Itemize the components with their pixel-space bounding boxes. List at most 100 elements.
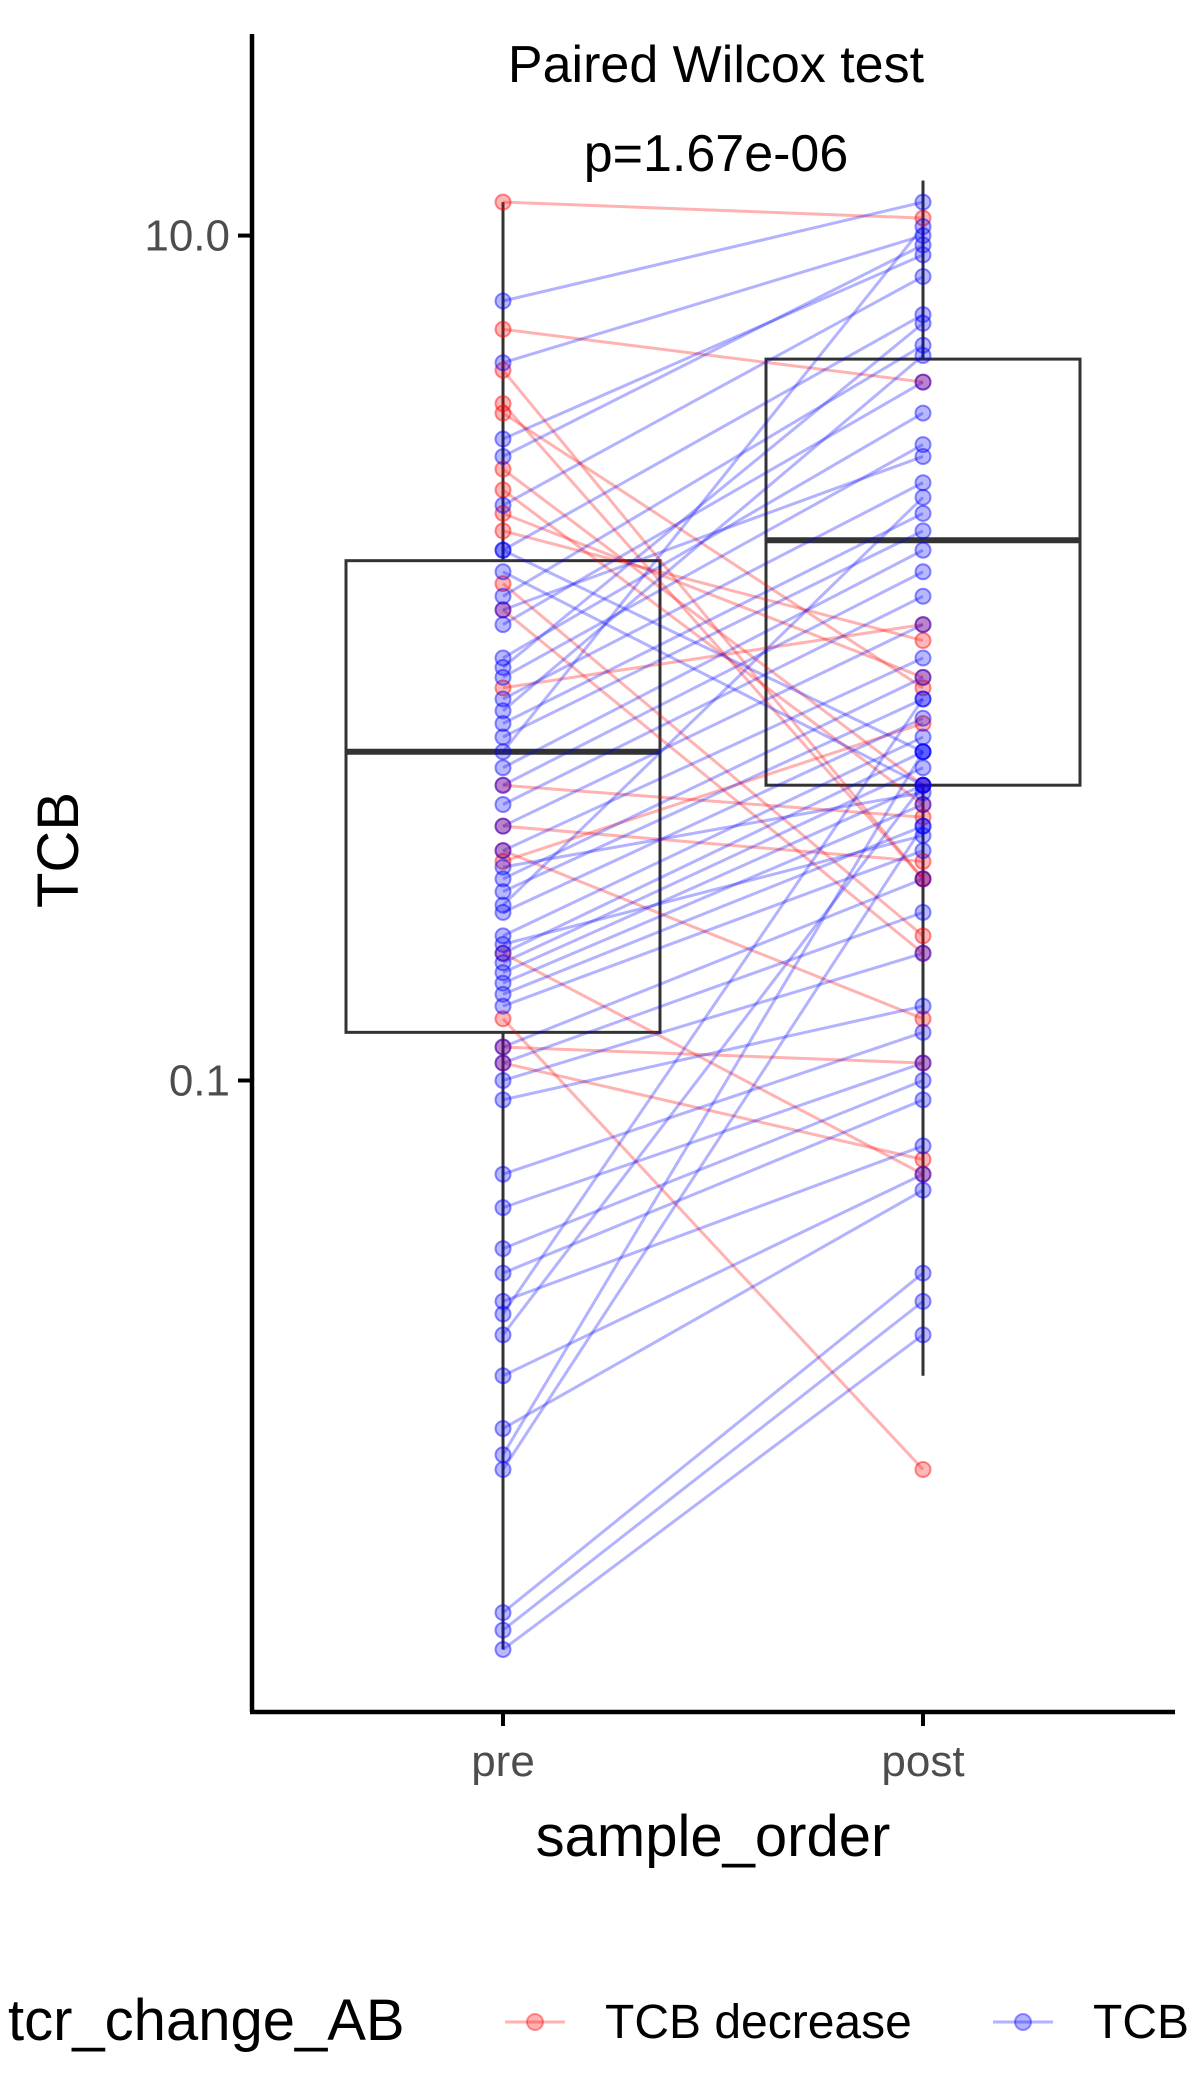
- point-pre-tcb-40: [494, 1640, 512, 1658]
- pair-line-tcb-42: [501, 750, 925, 1456]
- point-post-tcb-11: [914, 522, 932, 540]
- point-pre-tcb-47: [494, 743, 512, 761]
- pair-line-tcb-5: [502, 343, 924, 598]
- point-post-tcb-46: [914, 776, 932, 794]
- point-post-tcb-6: [914, 373, 932, 391]
- point-pre-decrease-10: [494, 481, 512, 499]
- point-pre-tcb-16: [494, 842, 512, 860]
- pair-line-tcb-12: [502, 548, 924, 770]
- point-post-tcb-43: [914, 690, 932, 708]
- point-pre-decrease-7: [494, 575, 512, 593]
- pair-line-tcb-28: [502, 910, 924, 1065]
- pair-line-tcb-54: [502, 243, 924, 458]
- pair-line-tcb-46: [502, 570, 924, 787]
- point-pre-decrease-1: [494, 320, 512, 338]
- point-post-tcb-9: [914, 474, 932, 492]
- point-pre-tcb-13: [494, 776, 512, 794]
- pair-line-tcb-49: [501, 496, 925, 907]
- point-post-tcb-48: [914, 447, 932, 465]
- pair-line-decrease-3: [502, 529, 924, 642]
- box-pre: [344, 559, 662, 1034]
- pair-line-tcb-38: [502, 1271, 924, 1614]
- point-post-tcb-42: [914, 743, 932, 761]
- pair-line-tcb-24: [502, 803, 924, 985]
- pair-line-tcb-0: [502, 200, 924, 303]
- pair-line-decrease-11: [502, 951, 924, 1176]
- pair-line-tcb-43: [501, 698, 925, 1315]
- pair-line-decrease-1: [502, 327, 924, 384]
- point-post-decrease-17: [914, 616, 932, 634]
- paired-lines: [501, 200, 925, 1651]
- point-pre-decrease-4: [494, 776, 512, 794]
- point-pre-tcb-35: [494, 1292, 512, 1310]
- pair-line-tcb-21: [502, 750, 924, 955]
- point-post-tcb-28: [914, 903, 932, 921]
- point-post-decrease-19: [914, 776, 932, 794]
- pair-line-decrease-19: [502, 467, 924, 787]
- legend-item-tcb: TCB: [993, 1996, 1189, 2049]
- point-post-decrease-16: [914, 668, 932, 686]
- x-tick-label-post: post: [881, 1737, 964, 1786]
- point-pre-tcb-30: [494, 1091, 512, 1109]
- pair-line-tcb-41: [501, 784, 925, 1336]
- pair-line-decrease-16: [502, 511, 924, 679]
- point-pre-tcb-49: [494, 896, 512, 914]
- point-pre-tcb-33: [494, 1240, 512, 1258]
- point-post-tcb-44: [914, 817, 932, 835]
- pair-line-tcb-6: [502, 380, 924, 626]
- pair-line-decrease-0: [502, 200, 924, 220]
- pair-line-tcb-27: [502, 877, 924, 1049]
- point-post-decrease-9: [914, 852, 932, 870]
- point-post-tcb-45: [914, 743, 932, 761]
- point-pre-tcb-9: [494, 690, 512, 708]
- y-tick-label-1: 0.1: [169, 1056, 230, 1105]
- pair-line-tcb-2: [502, 253, 924, 441]
- pair-line-tcb-29: [502, 951, 924, 1082]
- point-pre-tcb-44: [494, 1460, 512, 1478]
- pair-line-tcb-45: [502, 548, 924, 754]
- point-post-tcb-33: [914, 1071, 932, 1089]
- pair-line-tcb-8: [502, 443, 924, 679]
- point-post-tcb-31: [914, 1023, 932, 1041]
- point-pre-decrease-9: [494, 817, 512, 835]
- pair-line-tcb-35: [502, 1144, 924, 1303]
- pair-line-tcb-16: [502, 656, 924, 853]
- point-pre-tcb-12: [494, 759, 512, 777]
- pair-line-tcb-53: [502, 834, 924, 946]
- point-pre-tcb-27: [494, 1038, 512, 1056]
- x-axis-ticks: pre post: [471, 1712, 965, 1786]
- pair-line-tcb-19: [502, 716, 924, 914]
- legend-label-decrease: TCB decrease: [605, 1996, 912, 2049]
- point-pre-tcb-24: [494, 974, 512, 992]
- point-post-tcb-40: [914, 1326, 932, 1344]
- point-pre-tcb-15: [494, 817, 512, 835]
- point-pre-decrease-5: [494, 852, 512, 870]
- point-pre-decrease-19: [494, 460, 512, 478]
- point-pre-decrease-0: [494, 193, 512, 211]
- pair-line-tcb-4: [502, 313, 924, 552]
- point-post-decrease-13: [914, 944, 932, 962]
- point-pre-tcb-32: [494, 1199, 512, 1217]
- point-pre-tcb-20: [494, 927, 512, 945]
- legend-title: tcr_change_AB: [8, 1988, 405, 2053]
- pair-line-tcb-36: [502, 1172, 924, 1378]
- point-post-tcb-21: [914, 743, 932, 761]
- point-pre-tcb-50: [494, 702, 512, 720]
- point-post-tcb-38: [914, 1264, 932, 1282]
- point-post-tcb-0: [914, 193, 932, 211]
- point-pre-decrease-16: [494, 504, 512, 522]
- pair-line-tcb-9: [502, 481, 924, 701]
- x-tick-label-pre: pre: [471, 1737, 535, 1786]
- y-axis-ticks: 10.0 0.1: [144, 212, 252, 1105]
- point-pre-tcb-18: [494, 883, 512, 901]
- point-post-tcb-53: [914, 827, 932, 845]
- pair-line-tcb-25: [502, 824, 924, 996]
- point-pre-tcb-0: [494, 292, 512, 310]
- point-post-decrease-8: [914, 1054, 932, 1072]
- point-post-tcb-23: [914, 776, 932, 794]
- point-pre-tcb-23: [494, 964, 512, 982]
- point-pre-tcb-41: [494, 1326, 512, 1344]
- point-pre-tcb-2: [494, 430, 512, 448]
- pair-line-tcb-39: [502, 1300, 924, 1632]
